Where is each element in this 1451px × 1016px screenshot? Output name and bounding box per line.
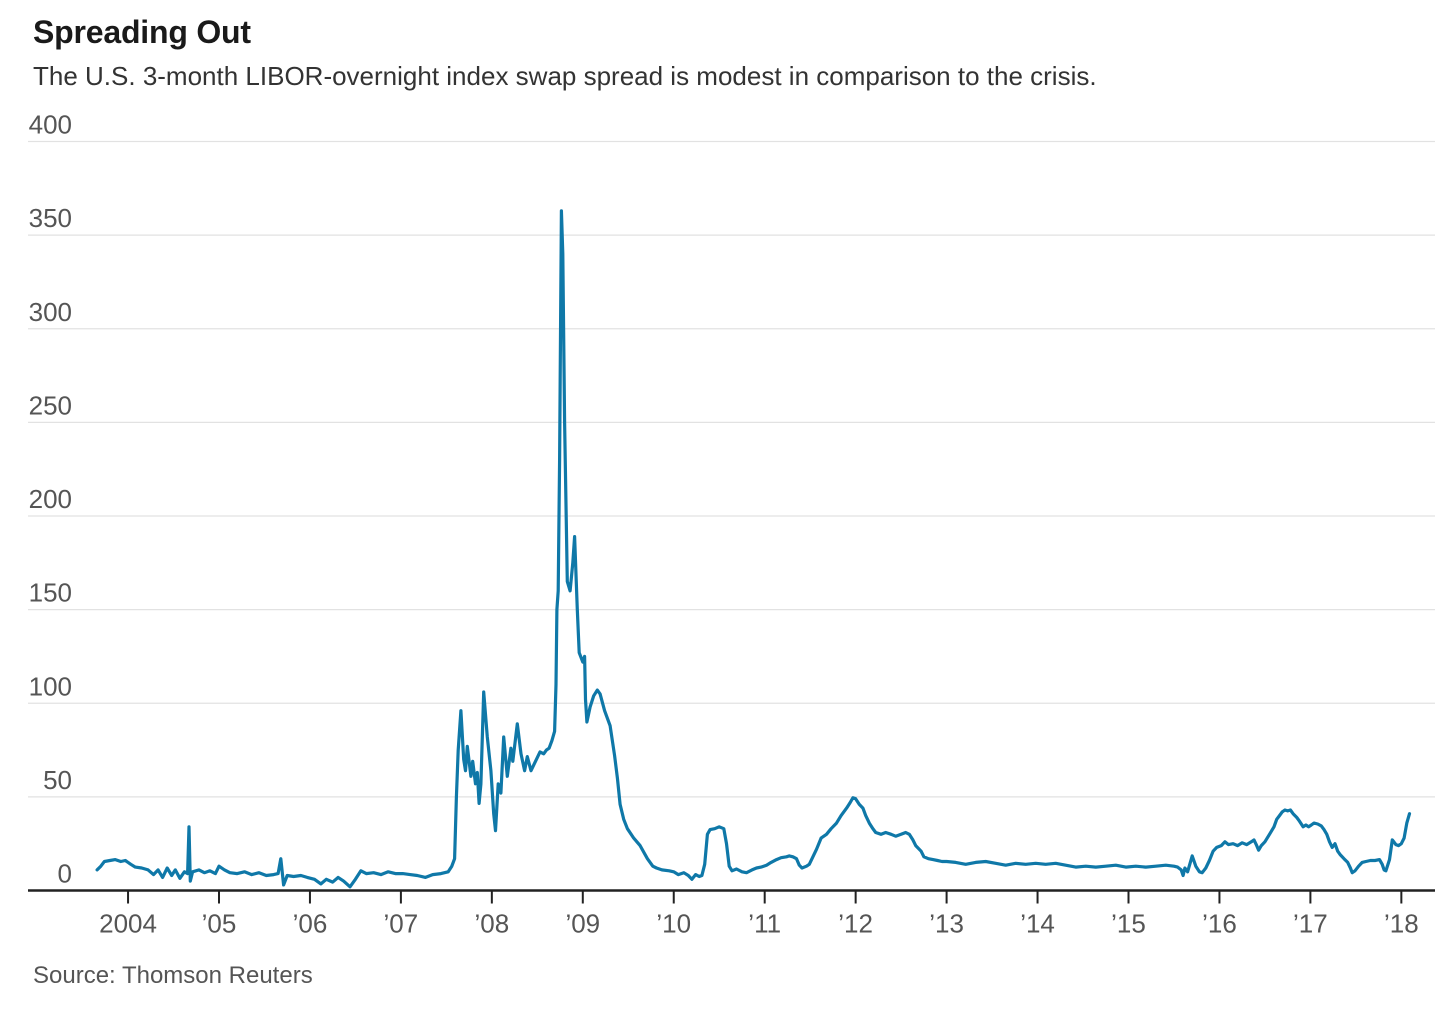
x-tick-label: ’15 — [1111, 908, 1146, 938]
x-tick-label: ’05 — [202, 908, 237, 938]
y-tick-label: 150 — [29, 578, 72, 608]
y-tick-label: 250 — [29, 390, 72, 420]
y-tick-label: 300 — [29, 297, 72, 327]
y-tick-label: 200 — [29, 484, 72, 514]
x-tick-label: ’16 — [1202, 908, 1237, 938]
chart-header: Spreading Out The U.S. 3-month LIBOR-ove… — [0, 0, 1451, 92]
x-tick-label: ’12 — [838, 908, 873, 938]
page-title: Spreading Out — [33, 14, 251, 50]
x-tick-label: ’06 — [293, 908, 328, 938]
y-tick-label: 400 — [29, 109, 72, 139]
x-tick-label: ’13 — [929, 908, 964, 938]
x-tick-label: ’09 — [565, 908, 600, 938]
chart-subtitle: The U.S. 3-month LIBOR-overnight index s… — [33, 60, 1097, 91]
libor-ois-spread-line-chart: 0 50 100 150 200 250 300 350 400 2004 ’05 ’06 ’07 ’08… — [28, 109, 1435, 938]
x-tick-label: ’07 — [384, 908, 419, 938]
x-axis: 2004 ’05 ’06 ’07 ’08 ’09 ’10 ’11 ’12 ’13 ’14 ’15 ’16… — [99, 890, 1419, 938]
x-tick-label: ’08 — [474, 908, 509, 938]
y-tick-label: 50 — [43, 765, 72, 795]
x-tick-label: ’10 — [656, 908, 691, 938]
x-tick-label: ’17 — [1293, 908, 1328, 938]
y-tick-label: 0 — [58, 858, 72, 888]
spread-series-line — [95, 209, 1412, 889]
source-note: Source: Thomson Reuters — [33, 961, 313, 989]
x-tick-label: ’18 — [1384, 908, 1419, 938]
y-tick-label: 350 — [29, 203, 72, 233]
y-gridlines: 0 50 100 150 200 250 300 350 400 — [28, 109, 1435, 892]
x-tick-label: 2004 — [99, 908, 157, 938]
x-tick-label: ’11 — [748, 908, 781, 938]
y-tick-label: 100 — [29, 671, 72, 701]
x-tick-label: ’14 — [1020, 908, 1055, 938]
